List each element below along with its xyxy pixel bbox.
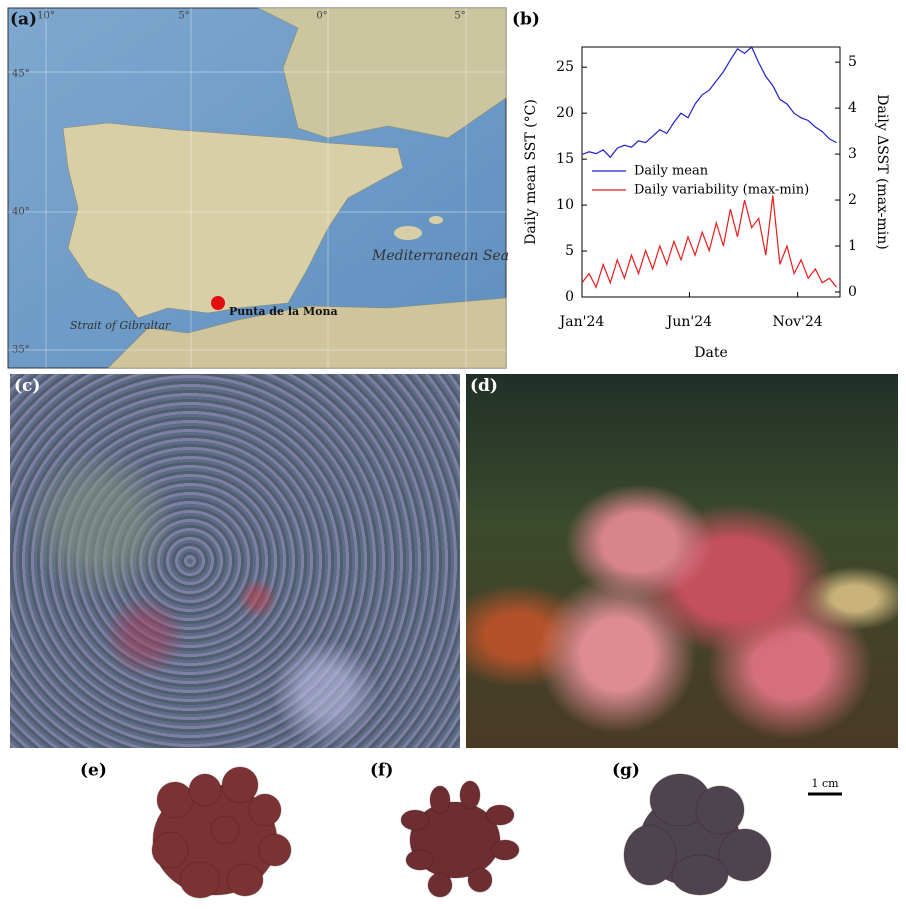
coral-specimen	[486, 805, 514, 825]
panel-label: (f)	[370, 761, 393, 781]
x-tick-label: Jun'24	[665, 314, 712, 330]
coral-specimen	[430, 786, 450, 814]
island	[429, 216, 443, 224]
lat-label: 45°	[12, 69, 30, 80]
site-label: Punta de la Mona	[229, 305, 338, 318]
coral-specimen	[401, 810, 429, 830]
chart: (b) Daily mean SST (°C) Daily ΔSST (max-…	[512, 10, 890, 362]
coral-specimen	[180, 862, 220, 898]
x-tick-label: Nov'24	[772, 314, 822, 330]
panel-label: (g)	[612, 761, 640, 781]
legend-label: Daily variability (max-min)	[634, 183, 809, 198]
series-line	[582, 47, 837, 157]
y-axis-label: Daily mean SST (°C)	[523, 99, 539, 245]
lat-label: 40°	[12, 207, 30, 218]
figure: 10° 5° 0° 5° 45° 40° 35° Mediterranean S…	[0, 0, 906, 909]
coral-specimen	[189, 774, 221, 806]
coral-specimen	[672, 855, 728, 895]
site-marker	[211, 296, 225, 310]
y-tick-label: 25	[556, 59, 574, 75]
coral-specimen	[259, 834, 291, 866]
panel-label: (a)	[10, 10, 37, 30]
panel-label: (c)	[14, 376, 40, 396]
y2-axis-label: Daily ΔSST (max-min)	[874, 94, 890, 249]
coral-specimen	[406, 850, 434, 870]
y-tick-label: 0	[565, 289, 574, 305]
coral-specimen	[460, 781, 480, 809]
panel-label: (e)	[80, 761, 107, 781]
legend-label: Daily mean	[634, 164, 709, 179]
y-tick-label: 20	[556, 105, 574, 121]
coral-specimen	[222, 767, 258, 803]
y2-tick-label: 2	[848, 192, 857, 208]
lon-label: 5°	[454, 11, 465, 22]
panel-label: (d)	[470, 376, 498, 396]
coral-specimen	[157, 782, 193, 818]
y-tick-label: 5	[565, 243, 574, 259]
island	[394, 226, 422, 240]
y2-tick-label: 5	[848, 54, 857, 70]
coral-specimen	[428, 873, 452, 897]
scale-bar-label: 1 cm	[811, 777, 839, 790]
coral-specimen	[491, 840, 519, 860]
y2-tick-label: 0	[848, 284, 857, 300]
series-line	[582, 195, 837, 287]
panel-label: (b)	[512, 10, 540, 30]
photo-coral-reef	[466, 374, 898, 748]
y2-tick-label: 4	[848, 100, 857, 116]
y2-tick-label: 1	[848, 238, 857, 254]
sea-label: Mediterranean Sea	[371, 248, 509, 264]
lat-label: 35°	[12, 345, 30, 356]
map: 10° 5° 0° 5° 45° 40° 35° Mediterranean S…	[8, 8, 509, 368]
lon-label: 5°	[178, 11, 189, 22]
coral-specimen	[249, 794, 281, 826]
photo-seafloor	[10, 374, 460, 748]
strait-label: Strait of Gibraltar	[70, 319, 171, 332]
y-tick-label: 10	[556, 197, 574, 213]
y2-tick-label: 3	[848, 146, 857, 162]
y-tick-label: 15	[556, 151, 574, 167]
coral-specimen	[468, 868, 492, 892]
coral-specimen	[696, 786, 744, 834]
coral-specimen	[211, 816, 239, 844]
coral-specimen	[152, 832, 188, 868]
lon-label: 10°	[37, 11, 55, 22]
specimens: (e) (f) (g) 1 cm	[80, 761, 842, 899]
coral-specimen	[227, 864, 263, 896]
x-axis-label: Date	[694, 345, 727, 361]
coral-specimen	[624, 825, 676, 885]
lon-label: 0°	[316, 11, 327, 22]
x-tick-label: Jan'24	[558, 314, 605, 330]
